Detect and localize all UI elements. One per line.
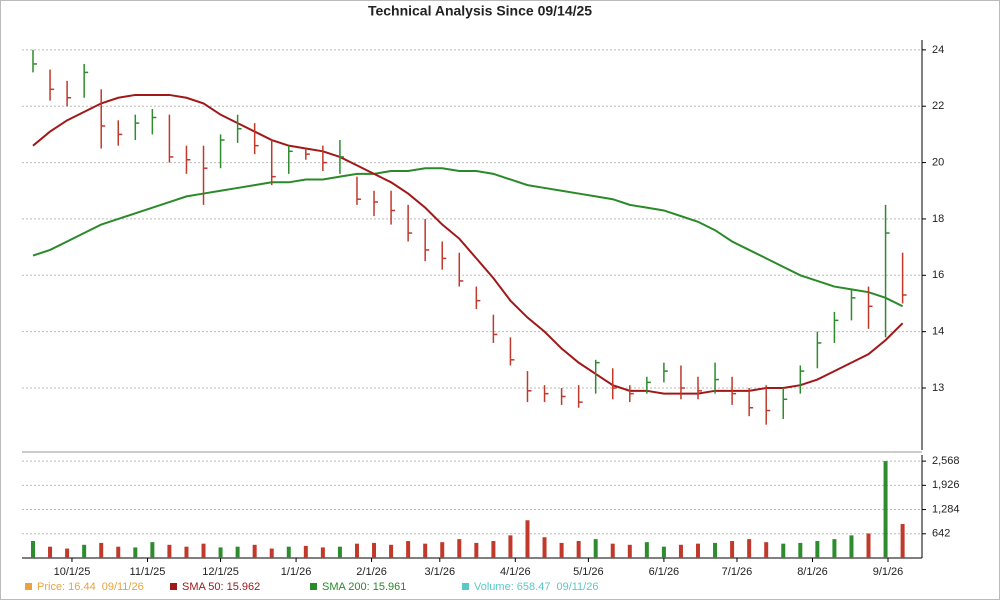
legend-swatch [310, 583, 317, 590]
volume-bar [167, 544, 172, 558]
volume-bar [815, 541, 820, 558]
volume-bar [678, 544, 683, 558]
volume-bar [883, 461, 888, 558]
legend-date: 09/11/26 [556, 581, 598, 593]
volume-tick-label: 1,926 [932, 479, 960, 491]
x-tick-label: 9/1/26 [873, 566, 904, 578]
legend-swatch [462, 583, 469, 590]
volume-bar [389, 544, 394, 558]
volume-bar [303, 545, 308, 558]
legend-swatch [25, 583, 32, 590]
y-tick-label: 24 [932, 44, 944, 56]
volume-bar [610, 543, 615, 558]
x-tick-label: 3/1/26 [424, 566, 455, 578]
chart-title: Technical Analysis Since 09/14/25 [368, 3, 592, 19]
volume-bar [252, 544, 257, 558]
y-tick-label: 20 [932, 156, 944, 168]
volume-bar [593, 539, 598, 558]
x-tick-label: 7/1/26 [722, 566, 753, 578]
volume-bar [713, 542, 718, 558]
volume-bar [218, 547, 223, 558]
volume-bar [627, 544, 632, 558]
x-tick-label: 2/1/26 [356, 566, 387, 578]
y-tick-label: 16 [932, 269, 944, 281]
y-tick-label: 18 [932, 213, 944, 225]
y-tick-label: 13 [932, 382, 944, 394]
volume-bar [474, 542, 479, 558]
volume-bar [730, 541, 735, 558]
volume-bar [849, 535, 854, 558]
x-tick-label: 5/1/26 [573, 566, 604, 578]
volume-bar [747, 539, 752, 558]
volume-bar [491, 541, 496, 558]
volume-bar [764, 542, 769, 558]
x-tick-label: 8/1/26 [797, 566, 828, 578]
x-tick-label: 6/1/26 [649, 566, 680, 578]
volume-bar [508, 535, 513, 558]
volume-bar [457, 539, 462, 558]
volume-bar [31, 541, 35, 558]
volume-bar [201, 543, 206, 558]
legend-label: Volume: 658.47 [474, 581, 550, 593]
volume-bar [661, 546, 666, 558]
legend-date: 09/11/26 [102, 581, 144, 593]
sma200-line [32, 167, 904, 308]
volume-bar [440, 542, 445, 558]
volume-bar [525, 520, 530, 558]
volume-bar [320, 547, 325, 558]
sma50-line [32, 93, 904, 395]
volume-bar [644, 542, 649, 558]
volume-tick-label: 2,568 [932, 455, 960, 467]
volume-bar [286, 546, 291, 558]
y-tick-label: 14 [932, 326, 944, 338]
volume-bar [372, 542, 377, 558]
volume-bar [82, 544, 87, 558]
x-tick-label: 11/1/25 [130, 566, 166, 578]
volume-bar [576, 541, 581, 558]
volume-tick-label: 642 [932, 528, 950, 540]
volume-bar [559, 542, 564, 558]
volume-bar [116, 546, 121, 558]
x-tick-label: 1/1/26 [281, 566, 312, 578]
volume-bar [133, 547, 138, 558]
volume-bar [269, 548, 274, 558]
volume-bar [406, 541, 411, 558]
legend-label: SMA 200: 15.961 [322, 581, 406, 593]
legend-label: SMA 50: 15.962 [182, 581, 260, 593]
volume-bar [866, 533, 871, 558]
legend-label: Price: 16.44 [37, 581, 96, 593]
x-tick-label: 4/1/26 [500, 566, 531, 578]
volume-bar [423, 543, 428, 558]
volume-bar [798, 542, 803, 558]
volume-bar [337, 546, 342, 558]
volume-bar [354, 543, 359, 558]
legend-swatch [170, 583, 177, 590]
volume-bar [150, 542, 155, 558]
volume-tick-label: 1,284 [932, 503, 960, 515]
volume-bar [99, 542, 104, 558]
volume-bar [65, 548, 70, 558]
volume-bar [542, 537, 547, 558]
volume-bar [184, 546, 189, 558]
x-tick-label: 12/1/25 [202, 566, 239, 578]
volume-bar [781, 543, 786, 558]
volume-bar [900, 524, 905, 558]
volume-bar [235, 546, 240, 558]
y-tick-label: 22 [932, 100, 944, 112]
volume-bar [832, 539, 837, 558]
volume-bar [48, 546, 53, 558]
volume-bar [696, 543, 700, 558]
x-tick-label: 10/1/25 [54, 566, 91, 578]
